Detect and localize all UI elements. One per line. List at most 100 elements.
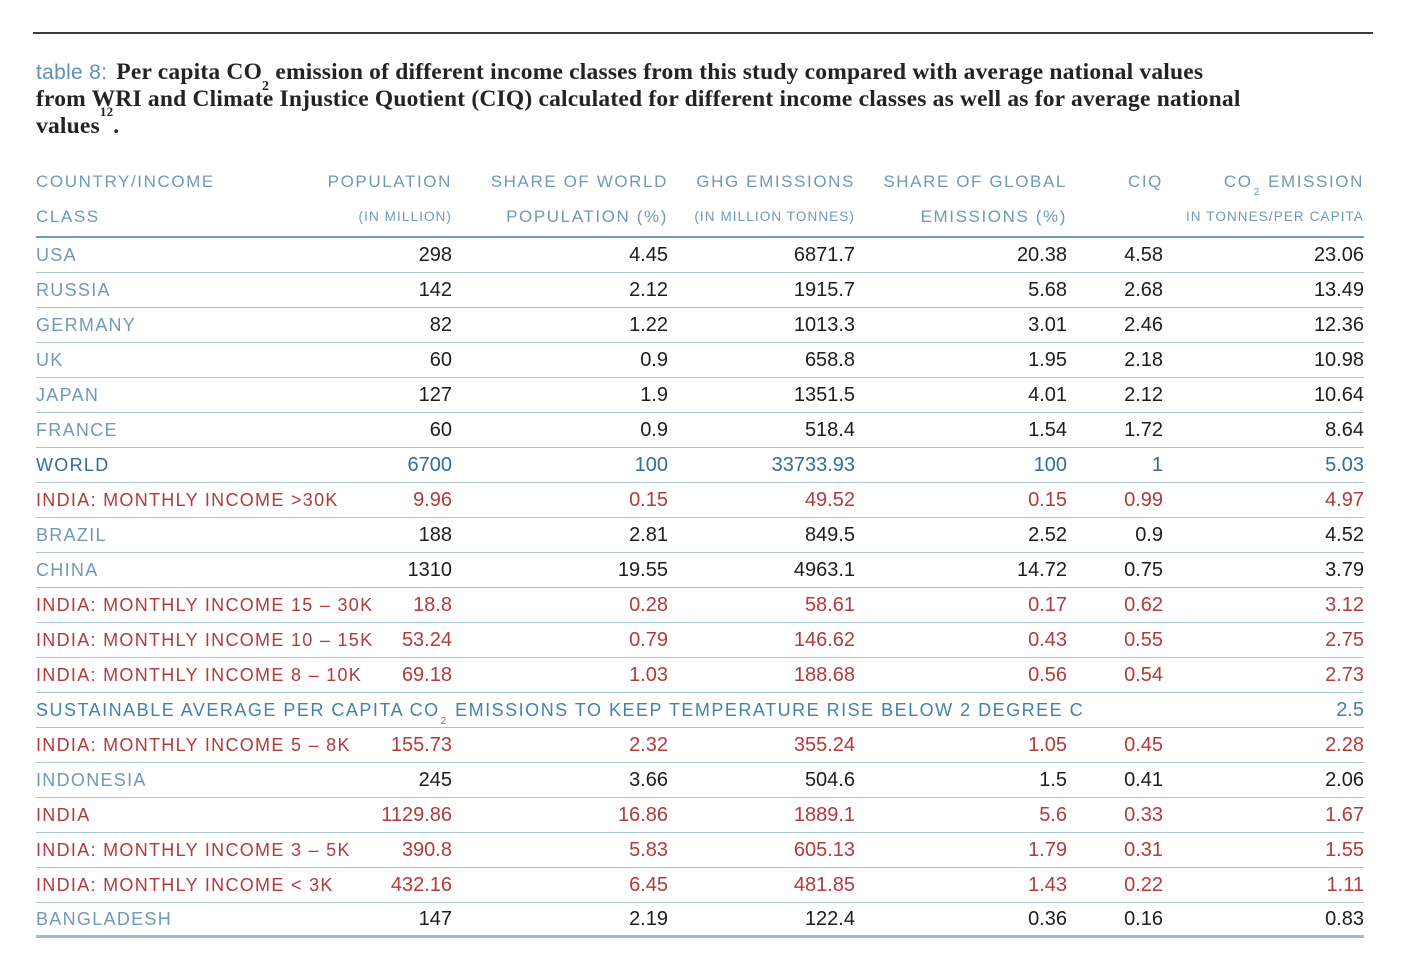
row-value: 100 xyxy=(1033,453,1067,476)
column-header-country: COUNTRY/INCOME CLASS xyxy=(36,172,252,227)
row-value: 1351.5 xyxy=(793,383,855,406)
row-value: 188 xyxy=(418,523,452,546)
row-value: 0.99 xyxy=(1124,488,1163,511)
header-line: (IN MILLION TONNES) xyxy=(694,209,855,224)
row-value: 142 xyxy=(418,278,452,301)
row-value: 3.01 xyxy=(1028,313,1067,336)
table-row: BANGLADESH 147 2.19 122.4 0.36 0.16 0.83 xyxy=(36,903,1364,938)
row-value: 481.85 xyxy=(793,873,855,896)
row-value: 122.4 xyxy=(804,907,855,930)
row-value: 60 xyxy=(429,418,452,441)
header-line: SHARE OF GLOBAL xyxy=(883,172,1067,191)
row-value: 100 xyxy=(634,453,668,476)
row-value: 1.43 xyxy=(1028,873,1067,896)
row-value: 2.12 xyxy=(629,278,668,301)
row-value: 23.06 xyxy=(1313,243,1364,266)
row-value: 0.22 xyxy=(1124,873,1163,896)
row-value: 13.49 xyxy=(1313,278,1364,301)
row-label: RUSSIA xyxy=(36,279,111,300)
table-row: FRANCE 60 0.9 518.4 1.54 1.72 8.64 xyxy=(36,413,1364,448)
row-value: 18.8 xyxy=(413,593,452,616)
row-value: 3.66 xyxy=(629,768,668,791)
row-value: 20.38 xyxy=(1016,243,1067,266)
row-value: 16.86 xyxy=(617,803,668,826)
row-label: INDONESIA xyxy=(36,769,147,790)
header-line: COUNTRY/INCOME xyxy=(36,172,215,191)
row-value: 1889.1 xyxy=(793,803,855,826)
row-value: 2.28 xyxy=(1325,733,1364,756)
row-label: JAPAN xyxy=(36,384,100,405)
row-value: 2.19 xyxy=(629,907,668,930)
row-value: 3.12 xyxy=(1325,593,1364,616)
row-label: INDIA: MONTHLY INCOME 5 – 8K xyxy=(36,734,351,755)
row-label: BRAZIL xyxy=(36,524,107,545)
row-value: 155.73 xyxy=(390,733,452,756)
row-value: 1.11 xyxy=(1326,873,1364,896)
row-value: 0.16 xyxy=(1124,907,1163,930)
row-value: 2.06 xyxy=(1325,768,1364,791)
row-label: WORLD xyxy=(36,454,110,475)
column-header-co2-emission: CO2 EMISSION IN TONNES/PER CAPITA xyxy=(1163,172,1364,227)
table-row: BRAZIL 188 2.81 849.5 2.52 0.9 4.52 xyxy=(36,518,1364,553)
header-line: POPULATION (%) xyxy=(506,207,668,226)
row-value: 2.12 xyxy=(1124,383,1163,406)
row-value: 14.72 xyxy=(1016,558,1067,581)
header-line: POPULATION xyxy=(327,172,452,191)
table-row: INDIA: MONTHLY INCOME < 3K 432.16 6.45 481.… xyxy=(36,868,1364,903)
table-row: UK 60 0.9 658.8 1.95 2.18 10.98 xyxy=(36,343,1364,378)
row-label: INDIA xyxy=(36,804,91,825)
row-value: 58.61 xyxy=(804,593,855,616)
row-value: 19.55 xyxy=(617,558,668,581)
row-value: 10.98 xyxy=(1313,348,1364,371)
row-value: 2.73 xyxy=(1325,663,1364,686)
row-value: 49.52 xyxy=(804,488,855,511)
row-value: 1129.86 xyxy=(381,803,452,826)
row-value: 53.24 xyxy=(401,628,452,651)
row-value: 298 xyxy=(418,243,452,266)
header-line: CIQ xyxy=(1127,172,1163,191)
row-value: 4.52 xyxy=(1325,523,1364,546)
row-value: 146.62 xyxy=(793,628,855,651)
row-label: FRANCE xyxy=(36,419,118,440)
row-value: 1.55 xyxy=(1325,838,1364,861)
column-header-share-global-emissions: SHARE OF GLOBAL EMISSIONS (%) xyxy=(855,172,1067,227)
row-value: 0.75 xyxy=(1124,558,1163,581)
row-value: 1.5 xyxy=(1039,768,1067,791)
table-row: INDIA: MONTHLY INCOME 3 – 5K 390.8 5.83 605… xyxy=(36,833,1364,868)
column-header-ciq: CIQ xyxy=(1067,172,1163,227)
caption-line-3: values12. xyxy=(36,105,1368,140)
row-value: 658.8 xyxy=(804,348,855,371)
row-value: 8.64 xyxy=(1325,418,1364,441)
table-row: GERMANY 82 1.22 1013.3 3.01 2.46 12.36 xyxy=(36,308,1364,343)
row-value: 1.72 xyxy=(1124,418,1163,441)
table-number-label: table 8: xyxy=(36,61,108,84)
row-value: 0.28 xyxy=(629,593,668,616)
table-row: INDIA: MONTHLY INCOME 10 – 15K 53.24 0.79 1… xyxy=(36,623,1364,658)
table-row: JAPAN 127 1.9 1351.5 4.01 2.12 10.64 xyxy=(36,378,1364,413)
row-value: 69.18 xyxy=(401,663,452,686)
row-value: 1.79 xyxy=(1028,838,1067,861)
row-value: 5.6 xyxy=(1039,803,1067,826)
header-line: SHARE OF WORLD xyxy=(490,172,668,191)
row-label: CHINA xyxy=(36,559,99,580)
footnote-marker: 12 xyxy=(99,104,114,120)
header-line: IN TONNES/PER CAPITA xyxy=(1185,209,1364,224)
row-value: 0.83 xyxy=(1325,907,1364,930)
emissions-table: COUNTRY/INCOME CLASS POPULATION (IN MILL… xyxy=(36,172,1364,938)
co2-subscript: 2 xyxy=(262,78,270,94)
row-value: 518.4 xyxy=(804,418,855,441)
row-value: 6700 xyxy=(407,453,453,476)
row-value: 147 xyxy=(418,907,452,930)
table-row: INDIA: MONTHLY INCOME 15 – 30K 18.8 0.28 58… xyxy=(36,588,1364,623)
row-value: 355.24 xyxy=(793,733,855,756)
row-value: 1 xyxy=(1151,453,1163,476)
row-label: INDIA: MONTHLY INCOME >30K xyxy=(36,489,339,510)
caption-text: values xyxy=(36,113,100,139)
row-label: INDIA: MONTHLY INCOME < 3K xyxy=(36,874,334,895)
row-value: 4.45 xyxy=(629,243,668,266)
co2-subscript: 2 xyxy=(1253,187,1261,199)
row-value: 2.52 xyxy=(1028,523,1067,546)
caption-text: . xyxy=(113,113,120,139)
column-header-share-world-population: SHARE OF WORLD POPULATION (%) xyxy=(452,172,668,227)
